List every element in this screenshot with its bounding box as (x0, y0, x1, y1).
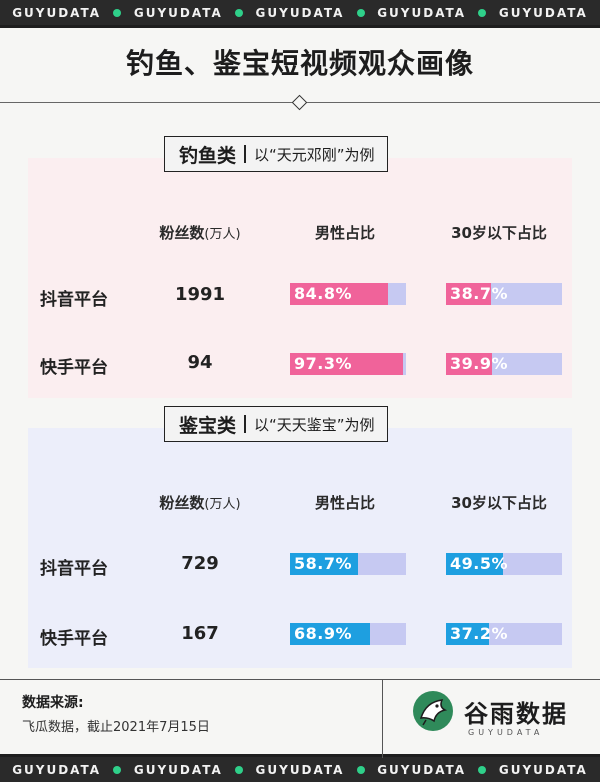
column-header-fans-text: 粉丝数 (159, 494, 205, 512)
brand-name-en: GUYUDATA (468, 728, 544, 737)
column-header-fans-text: 粉丝数 (159, 224, 205, 242)
bird-logo-icon (413, 691, 453, 731)
row-label: 快手平台 (40, 629, 108, 649)
column-header-fans: 粉丝数(万人) (140, 492, 260, 513)
ticker-word: GUYUDATA (255, 5, 345, 20)
male-bar: 68.9% (290, 623, 406, 645)
footer-divider (382, 680, 383, 758)
dot-icon (478, 8, 487, 17)
male-bar-label: 97.3% (294, 354, 353, 373)
dot-icon (235, 8, 244, 17)
section-example: 以“天天鉴宝”为例 (254, 415, 375, 434)
male-bar-fill (290, 283, 389, 305)
section-category: 鉴宝类 (179, 414, 237, 437)
male-bar-fill (290, 553, 359, 575)
under30-bar-fill (446, 553, 504, 575)
under30-bar: 38.7% (446, 283, 562, 305)
section-example: 以“天元邓刚”为例 (254, 145, 375, 164)
column-header-male: 男性占比 (314, 494, 375, 512)
row-fans-value: 1991 (174, 284, 226, 305)
ticker-word: GUYUDATA (12, 762, 102, 777)
label-separator (244, 415, 247, 433)
ticker-word: GUYUDATA (133, 5, 223, 20)
male-bar: 84.8% (290, 283, 406, 305)
dot-icon (113, 8, 122, 17)
source-text: 飞瓜数据，截止2021年7月15日 (22, 720, 210, 735)
ticker-bottom: GUYUDATA GUYUDATA GUYUDATA GUYUDATA GUYUDATA (0, 757, 600, 782)
male-bar-label: 58.7% (294, 554, 353, 573)
section-treasure: 鉴宝类 以“天天鉴宝”为例 粉丝数(万人) 男性占比 30岁以下占比 抖音平台 … (28, 406, 572, 668)
row-fans-value: 729 (181, 553, 219, 574)
ticker-word: GUYUDATA (255, 762, 345, 777)
male-bar: 58.7% (290, 553, 406, 575)
section-label: 钓鱼类 以“天元邓刚”为例 (164, 136, 388, 172)
infographic-card: 钓鱼、鉴宝短视频观众画像 钓鱼类 以“天元邓刚”为例 粉丝数(万人) 男性占比 … (0, 25, 600, 758)
dot-icon (478, 765, 487, 774)
column-header-under30: 30岁以下占比 (451, 224, 547, 242)
under30-bar-fill (446, 623, 490, 645)
column-header-fans-unit: (万人) (204, 497, 241, 512)
male-bar-label: 68.9% (294, 624, 353, 643)
brand-name: 谷雨数据 (464, 698, 568, 728)
under30-bar: 39.9% (446, 353, 562, 375)
page-title: 钓鱼、鉴宝短视频观众画像 (125, 47, 474, 80)
dot-icon (235, 765, 244, 774)
column-header-under30: 30岁以下占比 (451, 494, 547, 512)
ticker-word: GUYUDATA (498, 5, 588, 20)
ticker-word: GUYUDATA (377, 762, 467, 777)
ticker-word: GUYUDATA (377, 5, 467, 20)
dot-icon (356, 765, 365, 774)
row-label: 快手平台 (40, 358, 108, 378)
under30-bar-label: 38.7% (450, 284, 509, 303)
male-bar-fill (290, 353, 403, 375)
brand-logo: 谷雨数据 GUYUDATA (412, 690, 568, 737)
title-divider (0, 94, 600, 111)
section-category: 钓鱼类 (179, 144, 237, 167)
male-bar: 97.3% (290, 353, 406, 375)
dot-icon (356, 8, 365, 17)
row-label: 抖音平台 (40, 559, 108, 579)
title-bar: 钓鱼、鉴宝短视频观众画像 (0, 28, 600, 96)
row-label: 抖音平台 (40, 290, 108, 310)
ticker-top: GUYUDATA GUYUDATA GUYUDATA GUYUDATA GUYUDATA (0, 0, 600, 25)
under30-bar: 37.2% (446, 623, 562, 645)
under30-bar-label: 49.5% (450, 554, 509, 573)
under30-bar-fill (446, 353, 493, 375)
male-bar-fill (290, 623, 370, 645)
source-title: 数据来源: (22, 695, 84, 711)
section-fishing: 钓鱼类 以“天元邓刚”为例 粉丝数(万人) 男性占比 30岁以下占比 抖音平台 … (28, 136, 572, 398)
column-header-male: 男性占比 (314, 224, 375, 242)
section-label: 鉴宝类 以“天天鉴宝”为例 (164, 406, 388, 442)
diamond-icon (291, 94, 308, 111)
ticker-word: GUYUDATA (133, 762, 223, 777)
column-header-fans: 粉丝数(万人) (140, 222, 260, 243)
label-separator (244, 145, 247, 163)
under30-bar-label: 39.9% (450, 354, 509, 373)
male-bar-label: 84.8% (294, 284, 353, 303)
dot-icon (113, 765, 122, 774)
footer: 数据来源: 飞瓜数据，截止2021年7月15日 谷雨数据 GUYUDATA (0, 679, 600, 758)
under30-bar-label: 37.2% (450, 624, 509, 643)
under30-bar-fill (446, 283, 491, 305)
row-fans-value: 167 (181, 623, 219, 644)
row-fans-value: 94 (187, 352, 213, 373)
under30-bar: 49.5% (446, 553, 562, 575)
column-header-fans-unit: (万人) (204, 227, 241, 242)
ticker-word: GUYUDATA (12, 5, 102, 20)
ticker-word: GUYUDATA (498, 762, 588, 777)
